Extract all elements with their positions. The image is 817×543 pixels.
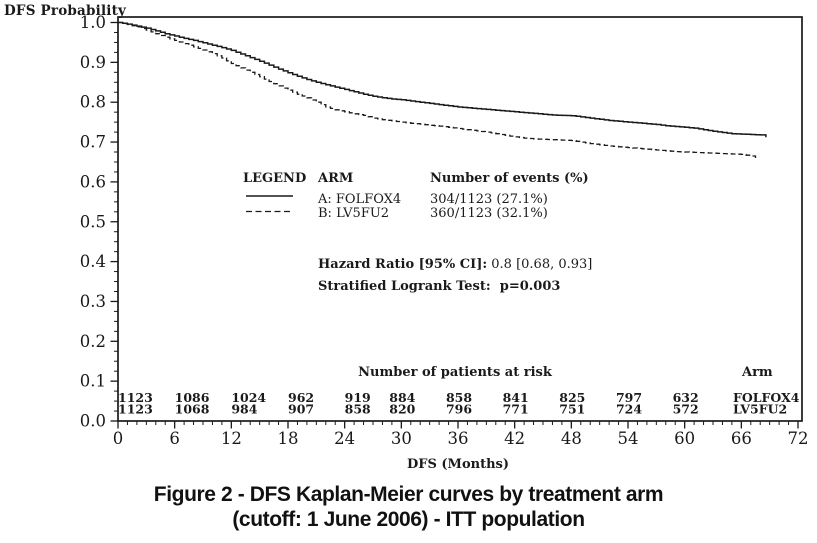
risk-count: 984	[231, 402, 257, 417]
x-tick-label: 0	[113, 429, 124, 448]
risk-count: 572	[673, 402, 699, 417]
risk-count: 751	[559, 402, 585, 417]
legend-arm-header: ARM	[317, 171, 353, 186]
risk-count: 1123	[118, 390, 153, 405]
hazard-ratio-text: Hazard Ratio [95% CI]: 0.8 [0.68, 0.93]	[318, 257, 592, 272]
y-tick-label: 0.9	[80, 53, 106, 72]
risk-count: 796	[446, 402, 472, 417]
risk-count: 1068	[175, 402, 210, 417]
risk-arm-label: LV5FU2	[733, 402, 787, 417]
x-tick-label: 42	[504, 429, 525, 448]
y-axis-title: DFS Probability	[4, 3, 127, 19]
x-tick-label: 24	[334, 429, 355, 448]
y-tick-label: 0.1	[80, 372, 106, 391]
risk-count: 724	[616, 402, 642, 417]
legend-arm-label: B: LV5FU2	[318, 206, 389, 221]
risk-count: 884	[389, 390, 415, 405]
y-tick-label: 0.5	[80, 212, 106, 231]
risk-count: 919	[345, 390, 371, 405]
km-chart: 0.0 0.1 0.2 0.3 0.4 0.5 0.6 0.7 0.8 0.9 1.0 0 6 12 18 2…	[80, 13, 809, 472]
y-tick-label: 0.0	[80, 412, 106, 431]
x-tick-label: 12	[221, 429, 242, 448]
plot-border	[117, 16, 803, 422]
x-tick-label: 48	[561, 429, 582, 448]
x-tick-label: 66	[731, 429, 752, 448]
risk-count: 1123	[118, 402, 153, 417]
risk-count: 797	[616, 390, 642, 405]
risk-table-arm-header: Arm	[741, 365, 773, 380]
risk-count: 1086	[175, 390, 210, 405]
legend-events-value: 360/1123 (32.1%)	[430, 206, 548, 221]
risk-arm-label: FOLFOX4	[733, 390, 800, 405]
y-tick-label: 0.3	[80, 292, 106, 311]
risk-count: 1024	[231, 390, 266, 405]
x-tick-label: 60	[674, 429, 695, 448]
figure-caption: Figure 2 - DFS Kaplan-Meier curves by tr…	[0, 482, 817, 532]
y-tick-label: 0.7	[80, 133, 106, 152]
risk-count: 858	[446, 390, 472, 405]
y-tick-label: 0.2	[80, 332, 106, 351]
x-tick-label: 72	[788, 429, 809, 448]
risk-count: 771	[503, 402, 529, 417]
risk-count: 907	[288, 402, 314, 417]
x-tick-label: 36	[448, 429, 469, 448]
x-axis-title: DFS (Months)	[407, 457, 509, 472]
legend-arm-label: A: FOLFOX4	[317, 192, 401, 207]
y-tick-label: 0.6	[80, 172, 106, 191]
x-tick-label: 30	[391, 429, 412, 448]
x-tick-label: 6	[169, 429, 180, 448]
km-curve-folfox4	[118, 21, 767, 138]
y-tick-label: 1.0	[80, 13, 106, 32]
risk-count: 858	[345, 402, 371, 417]
risk-table-title: Number of patients at risk	[358, 365, 553, 380]
risk-count: 962	[288, 390, 314, 405]
risk-count: 632	[673, 390, 699, 405]
logrank-test-text: Stratified Logrank Test: p=0.003	[318, 279, 560, 294]
risk-count: 841	[503, 390, 529, 405]
y-tick-label: 0.8	[80, 93, 106, 112]
x-tick-label: 54	[618, 429, 639, 448]
risk-count: 820	[389, 402, 415, 417]
legend-events-value: 304/1123 (27.1%)	[430, 192, 548, 207]
x-tick-label: 18	[278, 429, 299, 448]
caption-line-1: Figure 2 - DFS Kaplan-Meier curves by tr…	[153, 483, 664, 506]
y-tick-label: 0.4	[80, 252, 106, 271]
legend-header: LEGEND	[243, 171, 306, 186]
legend-events-header: Number of events (%)	[430, 171, 589, 186]
caption-line-2: (cutoff: 1 June 2006) - ITT population	[232, 508, 585, 531]
risk-count: 825	[559, 390, 585, 405]
km-curve-lv5fu2	[118, 21, 757, 158]
